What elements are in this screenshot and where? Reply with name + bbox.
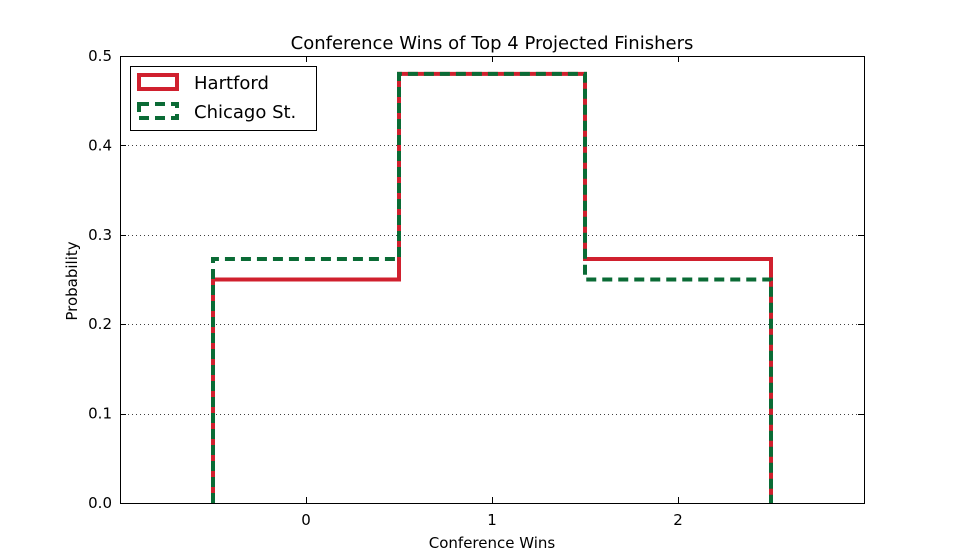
- legend-swatch-hartford: [137, 73, 179, 91]
- x-tick-label: 2: [673, 511, 683, 529]
- y-tick-label: 0.2: [88, 315, 112, 333]
- y-axis-label: Probability: [63, 241, 81, 320]
- series-line-1: [211, 71, 773, 503]
- y-tick-label: 0.3: [88, 226, 112, 244]
- x-axis-label: Conference Wins: [429, 534, 556, 552]
- y-tick-label: 0.1: [88, 405, 112, 423]
- y-tick-label: 0.5: [88, 47, 112, 65]
- legend-label-chicago-st: Chicago St.: [194, 102, 296, 123]
- y-tick-label: 0.4: [88, 136, 112, 154]
- x-tick-label: 1: [487, 511, 497, 529]
- y-tick-label: 0.0: [88, 494, 112, 512]
- legend-label-hartford: Hartford: [194, 73, 269, 94]
- x-tick-label: 0: [301, 511, 311, 529]
- series-layer: [211, 71, 773, 503]
- legend-swatch-chicago-st: [137, 102, 179, 120]
- legend: Hartford Chicago St.: [130, 66, 317, 131]
- chart-title: Conference Wins of Top 4 Projected Finis…: [291, 33, 694, 54]
- axes: 0.0 0.1 0.2 0.3 0.4 0.5 0 1 2: [88, 47, 864, 529]
